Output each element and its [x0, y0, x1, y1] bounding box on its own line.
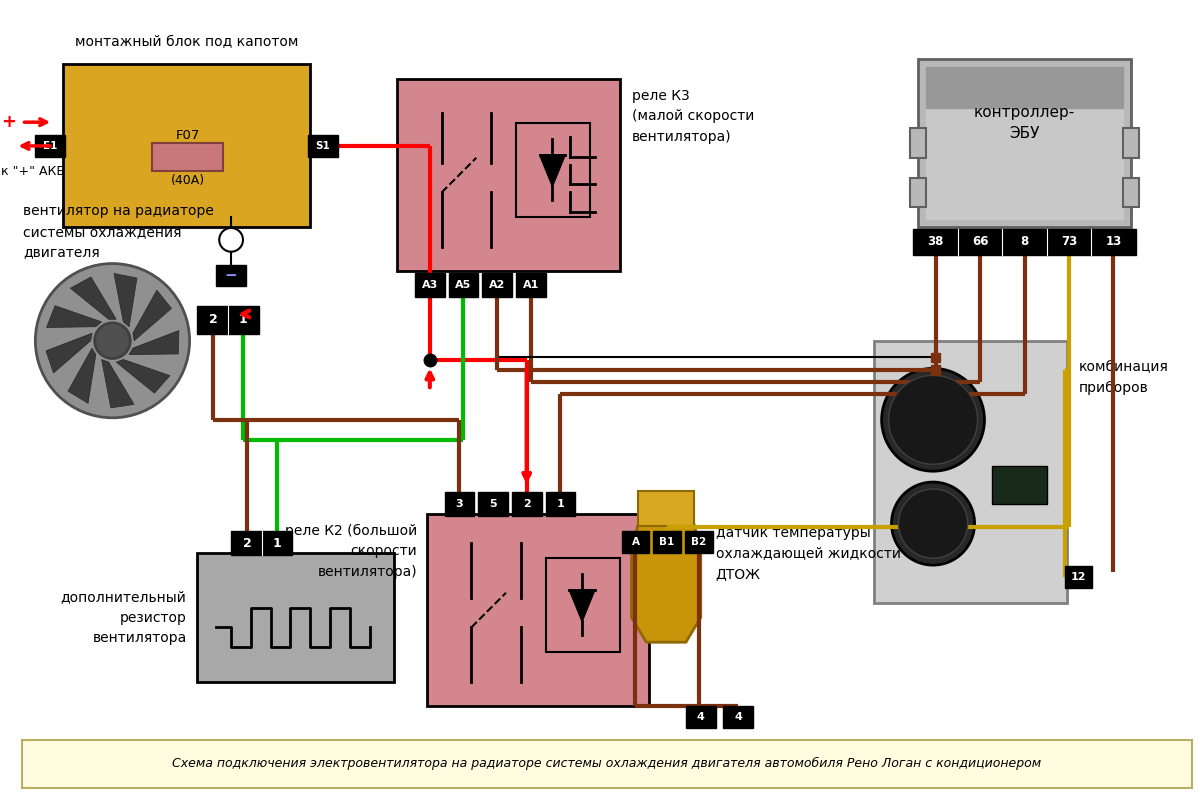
Text: 1: 1	[557, 499, 564, 509]
Polygon shape	[102, 359, 134, 408]
Text: A5: A5	[455, 280, 472, 290]
Text: E1: E1	[43, 141, 58, 151]
Circle shape	[95, 323, 131, 358]
Text: 4: 4	[697, 712, 704, 722]
Text: к "+" АКБ: к "+" АКБ	[1, 165, 65, 178]
Bar	[197, 554, 395, 682]
Circle shape	[35, 263, 190, 418]
Polygon shape	[631, 523, 701, 642]
Polygon shape	[116, 359, 170, 393]
Text: монтажный блок под капотом: монтажный блок под капотом	[74, 35, 299, 49]
Text: 8: 8	[1020, 235, 1028, 248]
Bar	[686, 706, 715, 728]
Bar	[926, 67, 1123, 108]
Bar	[22, 740, 1192, 787]
Text: 1: 1	[239, 314, 247, 326]
Bar	[913, 229, 1135, 254]
Text: 13: 13	[1105, 235, 1122, 248]
Text: 5: 5	[490, 499, 497, 509]
Bar	[427, 514, 649, 706]
Text: дополнительный
резистор
вентилятора: дополнительный резистор вентилятора	[61, 590, 187, 645]
Bar	[198, 306, 259, 334]
Text: Схема подключения электровентилятора на радиаторе системы охлаждения двигателя а: Схема подключения электровентилятора на …	[173, 758, 1042, 770]
Text: датчик температуры
охлаждающей жидкости
ДТОЖ: датчик температуры охлаждающей жидкости …	[715, 526, 900, 581]
Bar	[653, 531, 680, 554]
Text: 1: 1	[272, 537, 281, 550]
Text: S1: S1	[316, 141, 330, 151]
Bar	[512, 492, 541, 516]
Bar	[638, 491, 694, 526]
Text: A: A	[631, 538, 640, 547]
Text: +: +	[1, 113, 16, 131]
Circle shape	[892, 482, 974, 565]
Bar	[232, 531, 293, 555]
Bar	[918, 59, 1130, 227]
Bar	[926, 106, 1123, 219]
Text: 12: 12	[1070, 572, 1086, 582]
Text: (40A): (40A)	[170, 174, 205, 187]
Text: A1: A1	[522, 280, 539, 290]
Polygon shape	[130, 330, 179, 354]
Text: A2: A2	[488, 280, 505, 290]
Polygon shape	[68, 348, 96, 403]
Polygon shape	[71, 277, 116, 319]
Text: A3: A3	[421, 280, 438, 290]
Bar	[622, 531, 649, 554]
Text: контроллер-
ЭБУ: контроллер- ЭБУ	[974, 105, 1075, 141]
Bar	[1123, 178, 1139, 207]
Circle shape	[882, 368, 984, 471]
Bar	[445, 492, 474, 516]
Bar	[516, 123, 590, 217]
Bar	[64, 64, 311, 227]
Bar	[874, 341, 1067, 602]
Circle shape	[220, 228, 242, 252]
Bar	[1123, 128, 1139, 158]
Text: 66: 66	[972, 235, 989, 248]
Polygon shape	[46, 334, 92, 373]
Bar	[724, 706, 754, 728]
Text: 2: 2	[209, 314, 217, 326]
Circle shape	[899, 489, 967, 558]
Text: реле К2 (большой
скорости
вентилятора): реле К2 (большой скорости вентилятора)	[284, 523, 416, 579]
Polygon shape	[47, 306, 102, 327]
Text: реле К3
(малой скорости
вентилятора): реле К3 (малой скорости вентилятора)	[631, 89, 754, 144]
Text: −: −	[224, 268, 238, 283]
Bar	[449, 274, 479, 297]
Bar	[1064, 566, 1092, 588]
Bar	[992, 466, 1046, 504]
Bar	[546, 492, 575, 516]
Text: вентилятор на радиаторе
системы охлаждения
двигателя: вентилятор на радиаторе системы охлажден…	[24, 204, 215, 259]
Bar	[152, 143, 223, 170]
Bar	[479, 492, 508, 516]
Polygon shape	[569, 590, 595, 622]
Polygon shape	[540, 155, 565, 186]
Text: F07: F07	[175, 129, 199, 142]
Text: 73: 73	[1061, 235, 1078, 248]
Bar	[308, 135, 338, 157]
Text: B2: B2	[691, 538, 707, 547]
Polygon shape	[114, 274, 137, 326]
Text: B1: B1	[660, 538, 674, 547]
Text: 2: 2	[242, 537, 251, 550]
Bar	[685, 531, 713, 554]
Bar	[930, 366, 941, 375]
Bar	[546, 558, 619, 652]
Circle shape	[888, 375, 978, 464]
Bar	[482, 274, 512, 297]
Bar	[35, 135, 65, 157]
Bar	[930, 353, 941, 362]
Text: 3: 3	[456, 499, 463, 509]
Text: комбинация
приборов: комбинация приборов	[1079, 361, 1169, 395]
Text: 2: 2	[523, 499, 530, 509]
Bar	[516, 274, 546, 297]
Bar	[397, 78, 619, 271]
Text: 4: 4	[734, 712, 743, 722]
Bar	[216, 265, 246, 286]
Text: 38: 38	[928, 235, 943, 248]
Bar	[911, 128, 926, 158]
Bar	[911, 178, 926, 207]
Polygon shape	[133, 290, 172, 341]
Bar	[415, 274, 445, 297]
